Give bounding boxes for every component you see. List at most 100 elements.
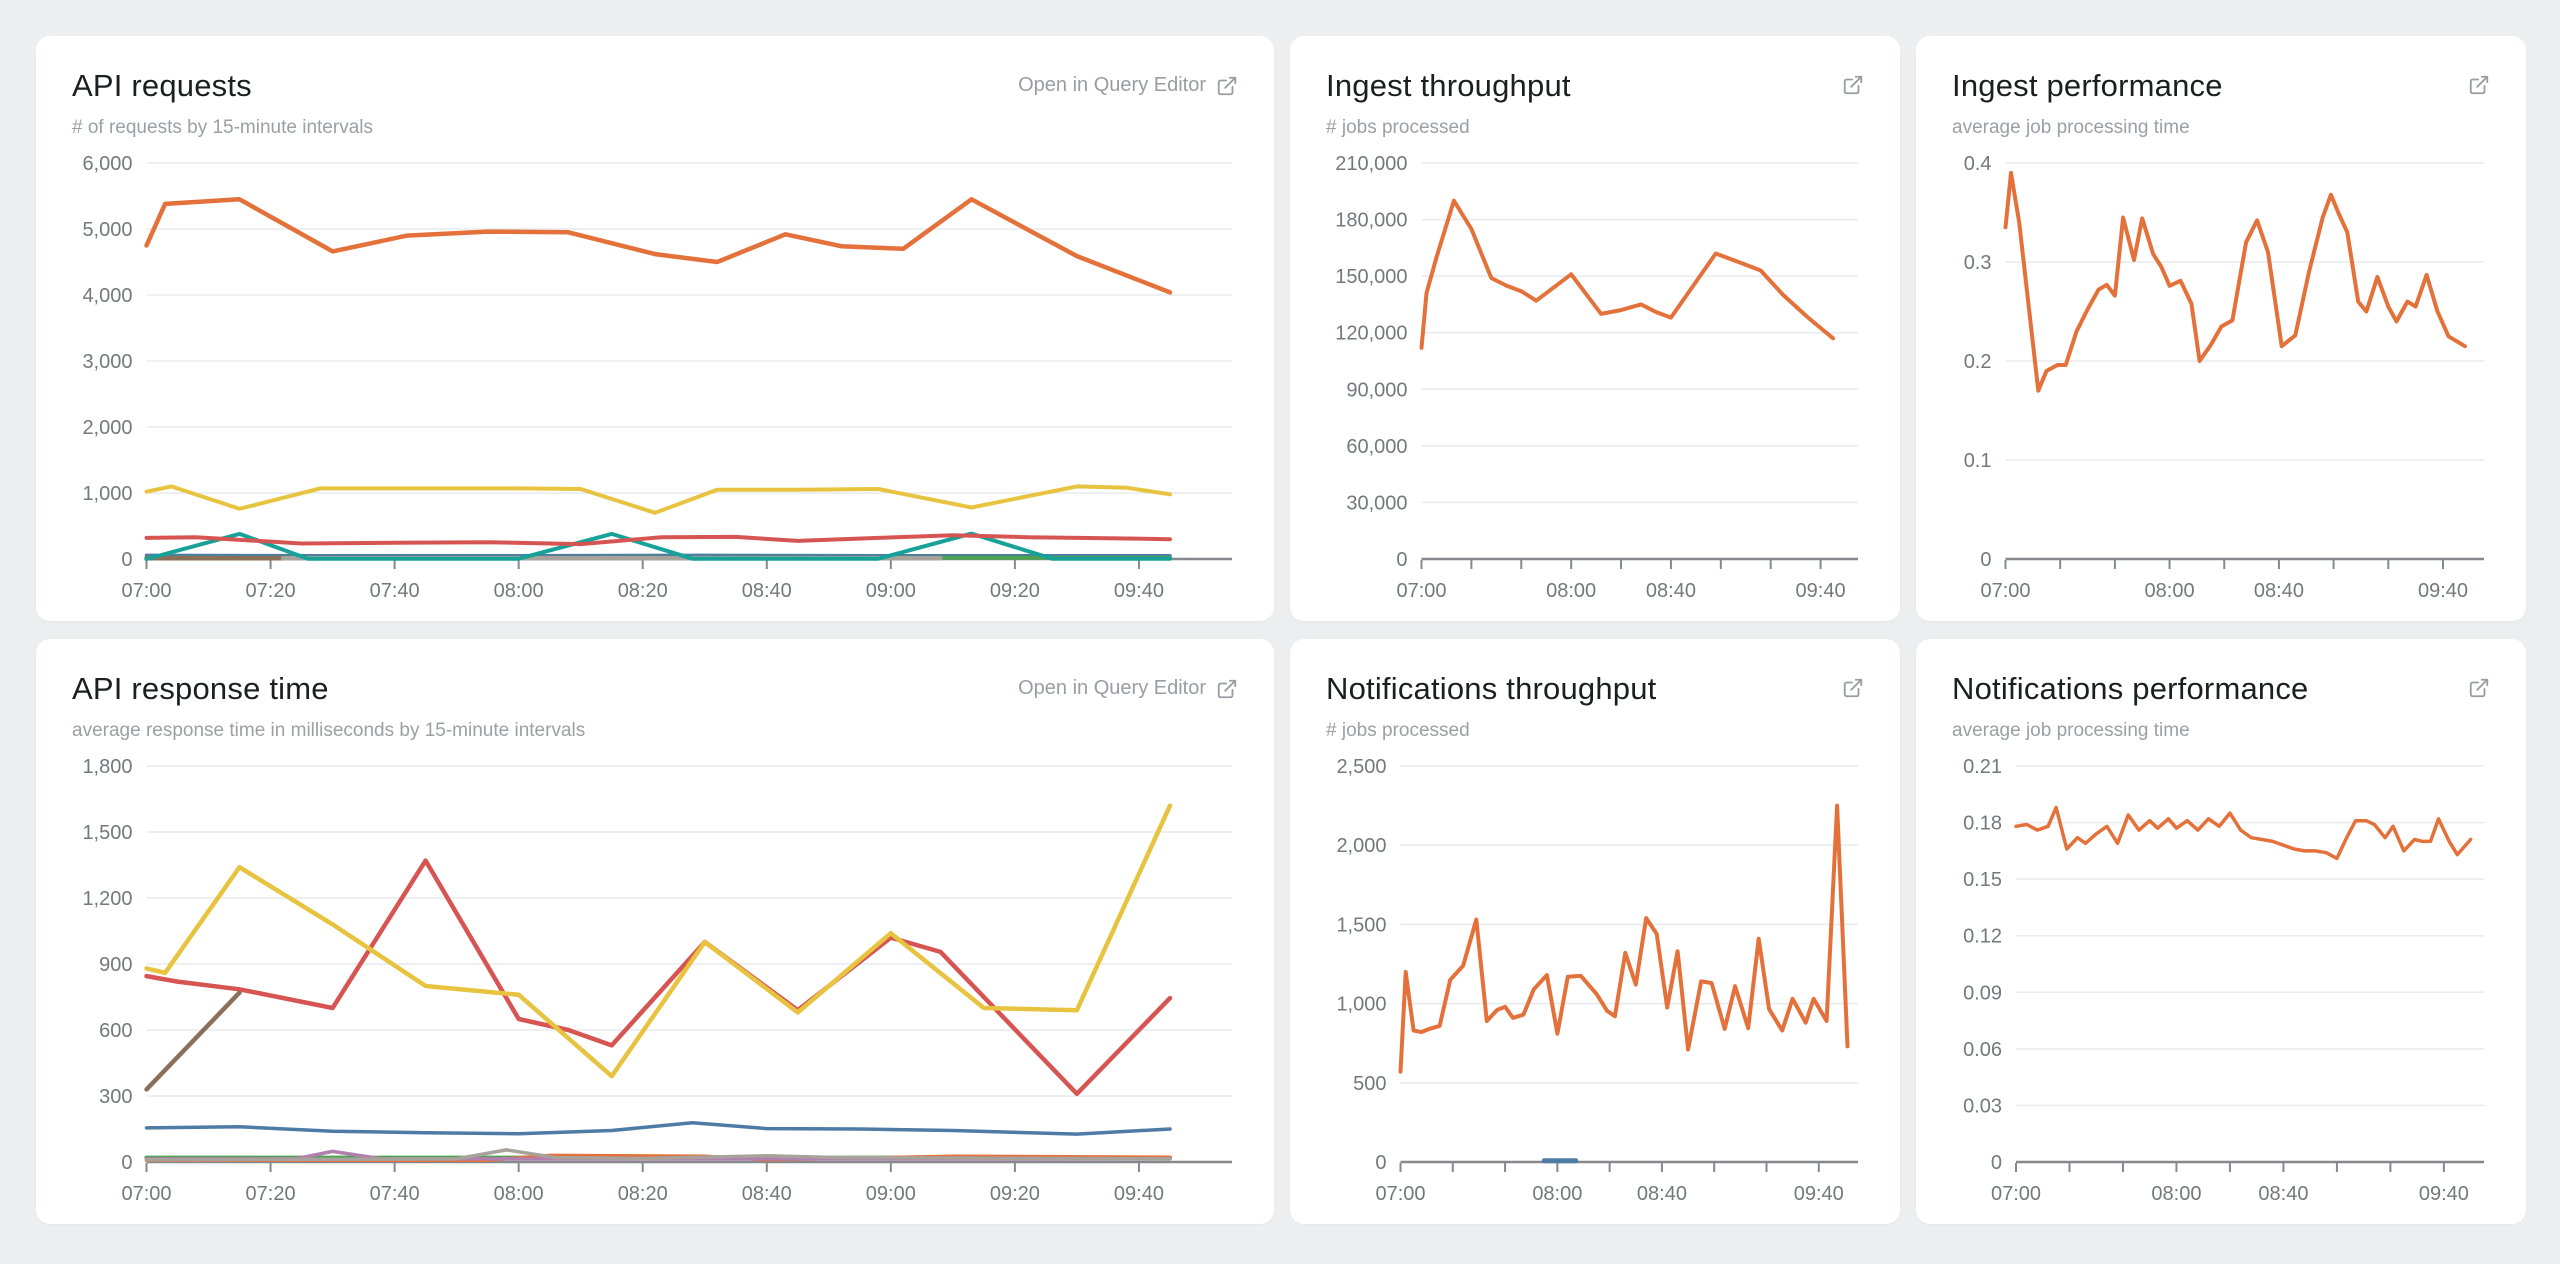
panel-subtitle: average response time in milliseconds by… bbox=[72, 720, 586, 741]
panel-header: Notifications performance average job pr… bbox=[1952, 667, 2490, 742]
svg-text:0: 0 bbox=[1375, 1152, 1386, 1174]
line-chart-canvas: 0 1,000 2,000 3,000 4,000 5,000 6,000 07:00 07:2… bbox=[82, 153, 1232, 602]
open-in-query-editor-button[interactable] bbox=[1842, 74, 1864, 96]
svg-text:08:40: 08:40 bbox=[2254, 580, 2304, 602]
svg-text:2,000: 2,000 bbox=[82, 417, 132, 439]
line-chart-canvas: 0 0.1 0.2 0.3 0.4 07:00 08:00 08:40 09:40 bbox=[1964, 153, 2484, 602]
svg-text:08:40: 08:40 bbox=[1637, 1183, 1687, 1205]
panel-header: Ingest throughput # jobs processed bbox=[1326, 64, 1864, 139]
chart-ingest-performance: 0 0.1 0.2 0.3 0.4 07:00 08:00 08:40 09:40 bbox=[1952, 143, 2490, 605]
svg-text:08:00: 08:00 bbox=[2145, 580, 2195, 602]
svg-text:0.3: 0.3 bbox=[1964, 252, 1992, 274]
external-link-icon bbox=[1217, 76, 1237, 95]
svg-text:1,500: 1,500 bbox=[1336, 914, 1386, 936]
panel-action-label: Open in Query Editor bbox=[1018, 74, 1206, 96]
svg-text:09:20: 09:20 bbox=[990, 580, 1040, 602]
svg-text:07:20: 07:20 bbox=[246, 1183, 296, 1205]
panel-title: API requests bbox=[72, 68, 252, 103]
svg-text:4,000: 4,000 bbox=[82, 285, 132, 307]
svg-text:1,000: 1,000 bbox=[1336, 994, 1386, 1016]
external-link-icon bbox=[1843, 75, 1863, 95]
open-in-query-editor-button[interactable] bbox=[1842, 677, 1864, 699]
svg-text:150,000: 150,000 bbox=[1335, 266, 1407, 288]
svg-text:09:40: 09:40 bbox=[1114, 580, 1164, 602]
panel-subtitle: # of requests by 15-minute intervals bbox=[72, 117, 373, 138]
svg-text:09:40: 09:40 bbox=[1794, 1183, 1844, 1205]
svg-text:2,000: 2,000 bbox=[1336, 835, 1386, 857]
line-chart-canvas: 0 0.03 0.06 0.09 0.12 0.15 0.18 0.21 07:00 08:00 0… bbox=[1963, 756, 2484, 1205]
svg-text:07:40: 07:40 bbox=[370, 580, 420, 602]
svg-text:0.03: 0.03 bbox=[1963, 1095, 2002, 1117]
panel-ingest-throughput: Ingest throughput # jobs processed 0 30,0… bbox=[1290, 36, 1900, 621]
svg-text:3,000: 3,000 bbox=[82, 351, 132, 373]
svg-text:07:20: 07:20 bbox=[246, 580, 296, 602]
svg-text:90,000: 90,000 bbox=[1346, 379, 1407, 401]
svg-text:09:40: 09:40 bbox=[2418, 580, 2468, 602]
svg-text:0.09: 0.09 bbox=[1963, 982, 2002, 1004]
panel-title: Ingest throughput bbox=[1326, 68, 1571, 103]
panel-api-response-time: API response time average response time … bbox=[36, 639, 1274, 1224]
open-in-query-editor-link[interactable]: Open in Query Editor bbox=[1018, 677, 1238, 700]
svg-text:30,000: 30,000 bbox=[1346, 492, 1407, 514]
series-orange bbox=[2003, 170, 2467, 393]
panel-notifications-throughput: Notifications throughput # jobs processe… bbox=[1290, 639, 1900, 1224]
svg-text:08:40: 08:40 bbox=[742, 580, 792, 602]
svg-text:08:20: 08:20 bbox=[618, 1183, 668, 1205]
chart-api-requests: 0 1,000 2,000 3,000 4,000 5,000 6,000 07:00 07:2… bbox=[72, 143, 1238, 605]
series-yellow bbox=[144, 484, 1172, 515]
panel-header: Notifications throughput # jobs processe… bbox=[1326, 667, 1864, 742]
svg-text:120,000: 120,000 bbox=[1335, 323, 1407, 345]
open-in-query-editor-button[interactable] bbox=[2468, 677, 2490, 699]
panel-title: API response time bbox=[72, 671, 329, 706]
panel-subtitle: # jobs processed bbox=[1326, 720, 1470, 741]
open-in-query-editor-button[interactable] bbox=[2468, 74, 2490, 96]
panel-subtitle: average job processing time bbox=[1952, 117, 2190, 138]
svg-text:2,500: 2,500 bbox=[1336, 756, 1386, 778]
svg-text:0.2: 0.2 bbox=[1964, 351, 1992, 373]
svg-text:09:00: 09:00 bbox=[866, 580, 916, 602]
panel-notifications-performance: Notifications performance average job pr… bbox=[1916, 639, 2526, 1224]
svg-text:08:00: 08:00 bbox=[2151, 1183, 2201, 1205]
panel-ingest-performance: Ingest performance average job processin… bbox=[1916, 36, 2526, 621]
svg-text:0: 0 bbox=[1396, 549, 1407, 571]
svg-text:07:00: 07:00 bbox=[1396, 580, 1446, 602]
chart-notifications-performance: 0 0.03 0.06 0.09 0.12 0.15 0.18 0.21 07:00 08:00 0… bbox=[1952, 746, 2490, 1208]
svg-text:300: 300 bbox=[99, 1086, 132, 1108]
svg-text:07:00: 07:00 bbox=[1375, 1183, 1425, 1205]
svg-text:08:00: 08:00 bbox=[1546, 580, 1596, 602]
open-in-query-editor-link[interactable]: Open in Query Editor bbox=[1018, 74, 1238, 97]
svg-text:0.18: 0.18 bbox=[1963, 813, 2002, 835]
svg-text:0: 0 bbox=[1980, 549, 1991, 571]
svg-text:07:00: 07:00 bbox=[121, 580, 171, 602]
series-red bbox=[144, 533, 1172, 547]
svg-text:09:40: 09:40 bbox=[2419, 1183, 2469, 1205]
panel-subtitle: average job processing time bbox=[1952, 720, 2190, 741]
svg-text:1,500: 1,500 bbox=[82, 822, 132, 844]
svg-text:1,000: 1,000 bbox=[82, 483, 132, 505]
svg-text:08:40: 08:40 bbox=[742, 1183, 792, 1205]
series-yellow bbox=[144, 803, 1173, 1079]
svg-text:1,800: 1,800 bbox=[82, 756, 132, 778]
svg-text:0.21: 0.21 bbox=[1963, 756, 2002, 778]
panel-api-requests: API requests # of requests by 15-minute … bbox=[36, 36, 1274, 621]
svg-text:900: 900 bbox=[99, 954, 132, 976]
svg-text:0: 0 bbox=[121, 549, 132, 571]
series-red bbox=[144, 858, 1173, 1097]
svg-text:0: 0 bbox=[121, 1152, 132, 1174]
series-brown bbox=[144, 990, 242, 1092]
series-orange bbox=[2014, 805, 2473, 861]
svg-text:07:00: 07:00 bbox=[1991, 1183, 2041, 1205]
svg-text:08:20: 08:20 bbox=[618, 580, 668, 602]
series-teal bbox=[144, 531, 1172, 561]
svg-text:09:40: 09:40 bbox=[1796, 580, 1846, 602]
series-orange bbox=[1419, 198, 1836, 350]
panel-title: Ingest performance bbox=[1952, 68, 2223, 103]
external-link-icon bbox=[2469, 75, 2489, 95]
svg-text:600: 600 bbox=[99, 1020, 132, 1042]
svg-text:5,000: 5,000 bbox=[82, 219, 132, 241]
svg-text:08:00: 08:00 bbox=[1532, 1183, 1582, 1205]
svg-text:500: 500 bbox=[1353, 1073, 1386, 1095]
panel-subtitle: # jobs processed bbox=[1326, 117, 1470, 138]
external-link-icon bbox=[2469, 678, 2489, 698]
svg-text:0: 0 bbox=[1991, 1152, 2002, 1174]
